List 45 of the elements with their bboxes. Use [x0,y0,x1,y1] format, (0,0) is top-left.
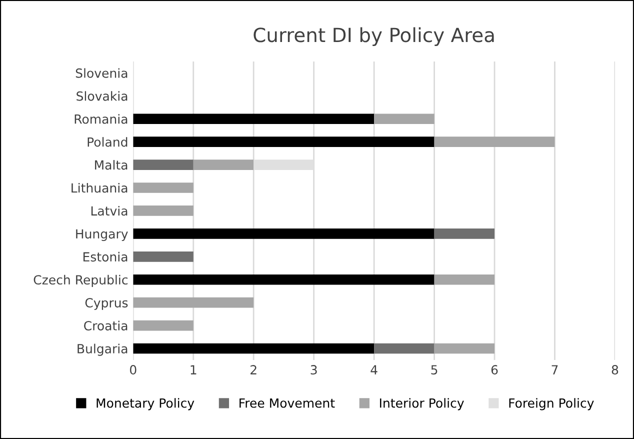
bar [133,136,434,147]
x-tick-label: 6 [491,365,498,375]
y-tick-label: Cyprus [85,298,128,310]
x-tick-label: 8 [612,365,618,375]
y-tick-label: Poland [88,137,128,147]
y-tick-label: Slovakia [76,91,128,101]
x-tick-label: 0 [130,365,136,375]
legend-label: Foreign Policy [509,398,594,410]
bar [434,343,495,354]
y-tick-label: Romania [74,114,128,124]
x-tick-label: 1 [190,365,196,374]
bar [133,182,194,193]
x-tick-label: 3 [310,365,317,375]
bar [133,297,254,308]
y-tick-label: Croatia [84,320,128,330]
y-tick-label: Hungary [76,229,128,242]
y-tick-label: Slovenia [76,68,128,78]
legend-label: Monetary Policy [96,398,194,410]
y-tick-label: Malta [95,160,128,170]
bar [133,343,374,354]
bar [434,228,495,239]
x-tick-label: 5 [431,365,438,375]
legend-label: Interior Policy [380,398,464,410]
x-tick-label: 4 [370,365,378,374]
x-tick-label: 2 [250,365,256,374]
bar [133,228,434,239]
y-tick-label: Bulgaria [78,344,128,356]
bar [133,206,194,216]
y-tick-label: Latvia [91,206,128,216]
y-tick-label: Czech Republic [34,274,128,287]
bar [434,136,555,147]
bar [434,274,495,285]
bar [133,274,434,285]
y-tick-label: Lithuania [72,183,128,193]
bar [374,114,434,124]
x-tick-label: 7 [552,365,558,374]
legend-label: Free Movement [240,398,335,408]
bar [133,160,194,170]
bar [374,343,434,354]
bar [133,320,194,331]
bar [193,160,254,170]
bar [133,251,194,262]
chart-title: Current DI by Policy Area [254,27,494,46]
bar [133,114,374,124]
y-tick-label: Estonia [83,252,128,262]
